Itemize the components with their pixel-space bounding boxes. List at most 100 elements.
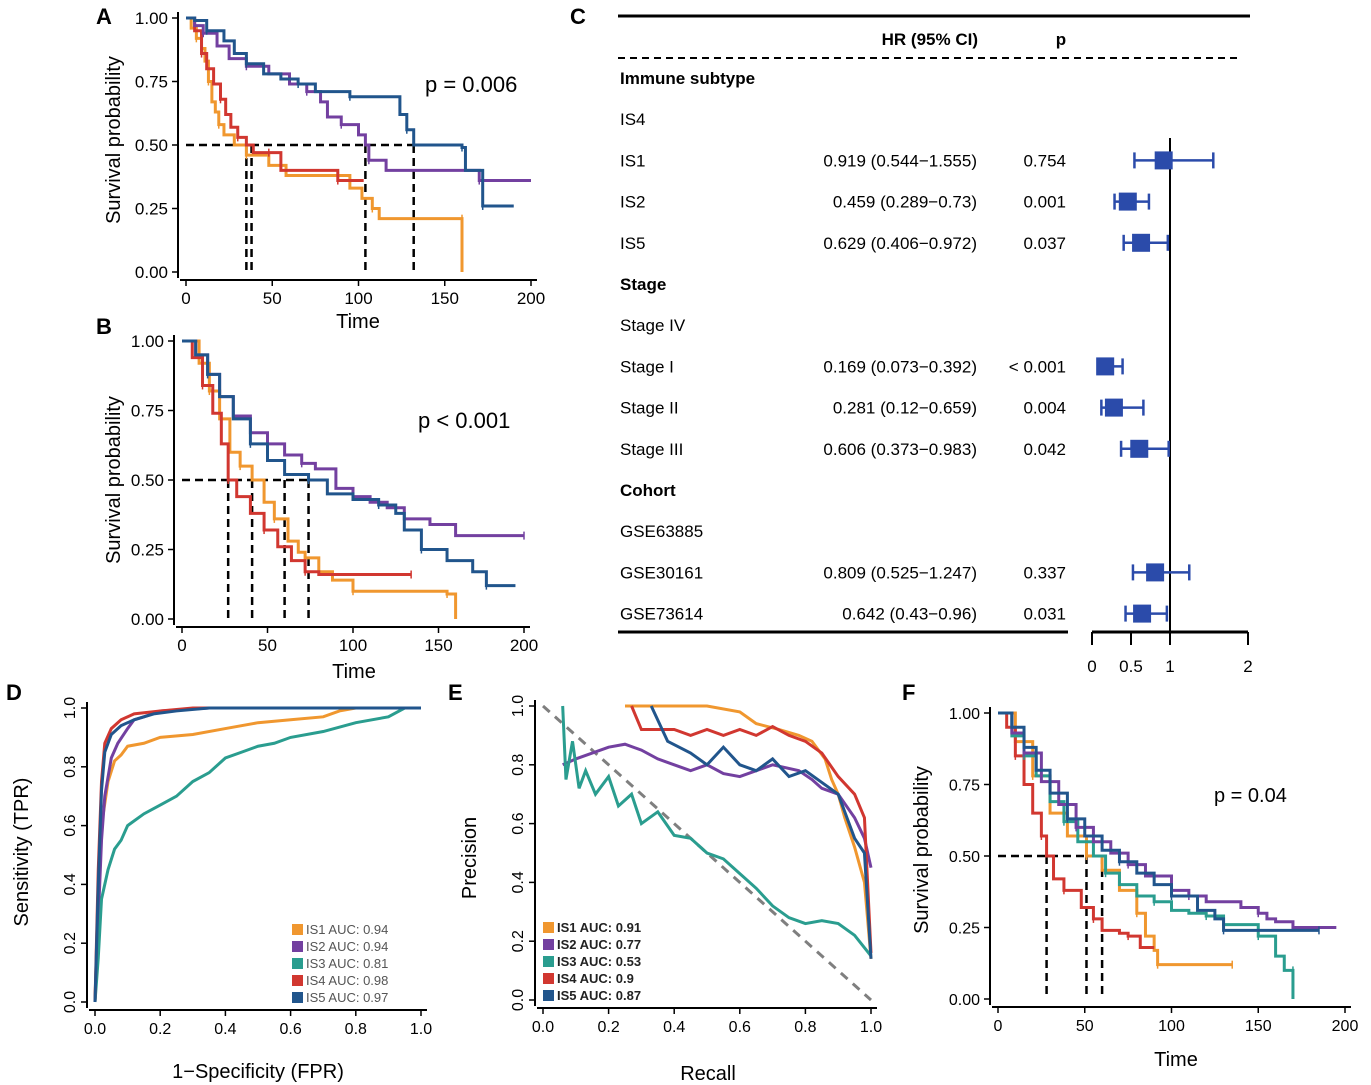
forest-row-label: Stage I (620, 357, 674, 376)
legend-swatch (292, 975, 303, 986)
x-tick-label: 200 (1332, 1018, 1359, 1035)
legend-entry: IS5 AUC: 0.87 (557, 988, 641, 1003)
x-tick-label: 150 (424, 636, 452, 655)
forest-x-tick-label: 2 (1243, 657, 1252, 676)
forest-row-hr: 0.169 (0.073−0.392) (823, 357, 977, 376)
panel-d-ylabel: Sensitivity (TPR) (11, 778, 33, 927)
x-tick-label: 0.6 (279, 1021, 301, 1038)
forest-point-estimate (1133, 604, 1152, 623)
x-tick-label: 0.0 (84, 1021, 106, 1038)
y-tick-label: 1.00 (135, 9, 168, 28)
forest-point-estimate (1104, 398, 1123, 417)
forest-row-label: Immune subtype (620, 69, 755, 88)
x-tick-label: 0.8 (794, 1019, 816, 1036)
panel-b-label: B (96, 314, 112, 339)
forest-row-hr: 0.919 (0.544−1.555) (823, 151, 977, 170)
forest-point-estimate (1154, 151, 1173, 170)
panel-c-label: C (570, 4, 586, 29)
legend-swatch (543, 939, 554, 950)
forest-row-label: IS2 (620, 193, 646, 212)
forest-row-p: 0.001 (1023, 193, 1066, 212)
panel-a-label: A (96, 4, 112, 29)
y-tick-label: 0.25 (135, 200, 168, 219)
legend-entry: IS3 AUC: 0.81 (306, 956, 388, 971)
y-tick-label: 0.2 (62, 932, 79, 954)
legend-entry: IS1 AUC: 0.91 (557, 920, 641, 935)
forest-row-hr: 0.606 (0.373−0.983) (823, 440, 977, 459)
x-tick-label: 50 (263, 289, 282, 308)
series-IS4-curve (630, 705, 873, 954)
y-tick-label: 0.00 (135, 263, 168, 282)
legend-entry: IS2 AUC: 0.94 (306, 939, 388, 954)
y-tick-label: 0.0 (510, 989, 527, 1011)
panel-f-pvalue: p = 0.04 (1214, 785, 1287, 807)
forest-row-label: IS4 (620, 110, 646, 129)
series-purple-curve (186, 16, 531, 183)
forest-x-tick-label: 0 (1087, 657, 1096, 676)
x-tick-label: 50 (1076, 1018, 1094, 1035)
forest-point-estimate (1118, 192, 1137, 211)
x-tick-label: 50 (258, 636, 277, 655)
series-blue-curve (998, 711, 1319, 932)
legend-swatch (543, 922, 554, 933)
y-tick-label: 0.2 (510, 930, 527, 952)
legend-swatch (292, 941, 303, 952)
y-tick-label: 0.4 (62, 873, 79, 895)
x-tick-label: 150 (1245, 1018, 1272, 1035)
x-tick-label: 0.2 (597, 1019, 619, 1036)
y-tick-label: 0.75 (949, 778, 980, 795)
forest-row-label: IS1 (620, 151, 646, 170)
panel-d-roc-plot: D 1−Specificity (FPR) Sensitivity (TPR) … (6, 680, 432, 1083)
x-tick-label: 100 (344, 289, 372, 308)
forest-row-label: Cohort (620, 481, 676, 500)
forest-row-label: Stage II (620, 399, 679, 418)
y-tick-label: 0.6 (62, 814, 79, 836)
series-blue-curve (182, 339, 516, 588)
forest-point-estimate (1132, 233, 1151, 252)
forest-row-hr: 0.642 (0.43−0.96) (842, 605, 977, 624)
x-tick-label: 0 (994, 1018, 1003, 1035)
forest-row-label: IS5 (620, 234, 646, 253)
x-tick-label: 0 (181, 289, 190, 308)
forest-point-estimate (1130, 439, 1149, 458)
forest-row-p: < 0.001 (1009, 357, 1066, 376)
forest-row-label: Stage IV (620, 316, 686, 335)
forest-row-hr: 0.459 (0.289−0.73) (833, 193, 977, 212)
forest-row-label: GSE63885 (620, 522, 703, 541)
panel-e-pr-plot: E Recall Precision 0.0 0.2 0.4 0.6 0.8 1.0 0.0… (448, 680, 882, 1085)
x-tick-label: 150 (431, 289, 459, 308)
series-IS5-curve (93, 706, 421, 1003)
forest-header-hr: HR (95% CI) (882, 30, 978, 49)
x-tick-label: 1.0 (410, 1021, 432, 1038)
legend-swatch (543, 990, 554, 1001)
y-tick-label: 1.00 (949, 706, 980, 723)
legend-swatch (543, 956, 554, 967)
panel-e-ylabel: Precision (459, 817, 481, 899)
forest-header-p: p (1056, 30, 1066, 49)
panel-a-ylabel: Survival probability (103, 56, 125, 224)
series-IS3-curve (561, 705, 873, 957)
panel-b-xlabel: Time (332, 661, 376, 683)
y-tick-label: 0.8 (62, 756, 79, 778)
x-tick-label: 0.4 (214, 1021, 236, 1038)
x-tick-label: 0.6 (729, 1019, 751, 1036)
forest-row-label: GSE73614 (620, 605, 703, 624)
x-tick-label: 200 (517, 289, 545, 308)
y-tick-label: 1.00 (131, 332, 164, 351)
legend-entry: IS5 AUC: 0.97 (306, 990, 388, 1005)
y-tick-label: 0.50 (949, 849, 980, 866)
x-tick-label: 0 (177, 636, 186, 655)
y-tick-label: 0.50 (131, 471, 164, 490)
panel-a-km-plot: A p = 0.006 Time Survival probability 0 5… (96, 4, 545, 333)
forest-row-p: 0.037 (1023, 234, 1066, 253)
series-orange-curve (182, 339, 458, 619)
y-tick-label: 1.0 (62, 697, 79, 719)
panel-b-pvalue: p < 0.001 (418, 408, 510, 433)
forest-row-p: 0.042 (1023, 440, 1066, 459)
panel-b-ylabel: Survival probability (103, 396, 125, 564)
forest-point-estimate (1096, 357, 1115, 376)
forest-row-p: 0.004 (1023, 399, 1066, 418)
panel-f-km-plot: F p = 0.04 Time Survival probability 0 50… (902, 680, 1358, 1071)
y-tick-label: 1.0 (510, 695, 527, 717)
series-red-curve (182, 339, 412, 577)
